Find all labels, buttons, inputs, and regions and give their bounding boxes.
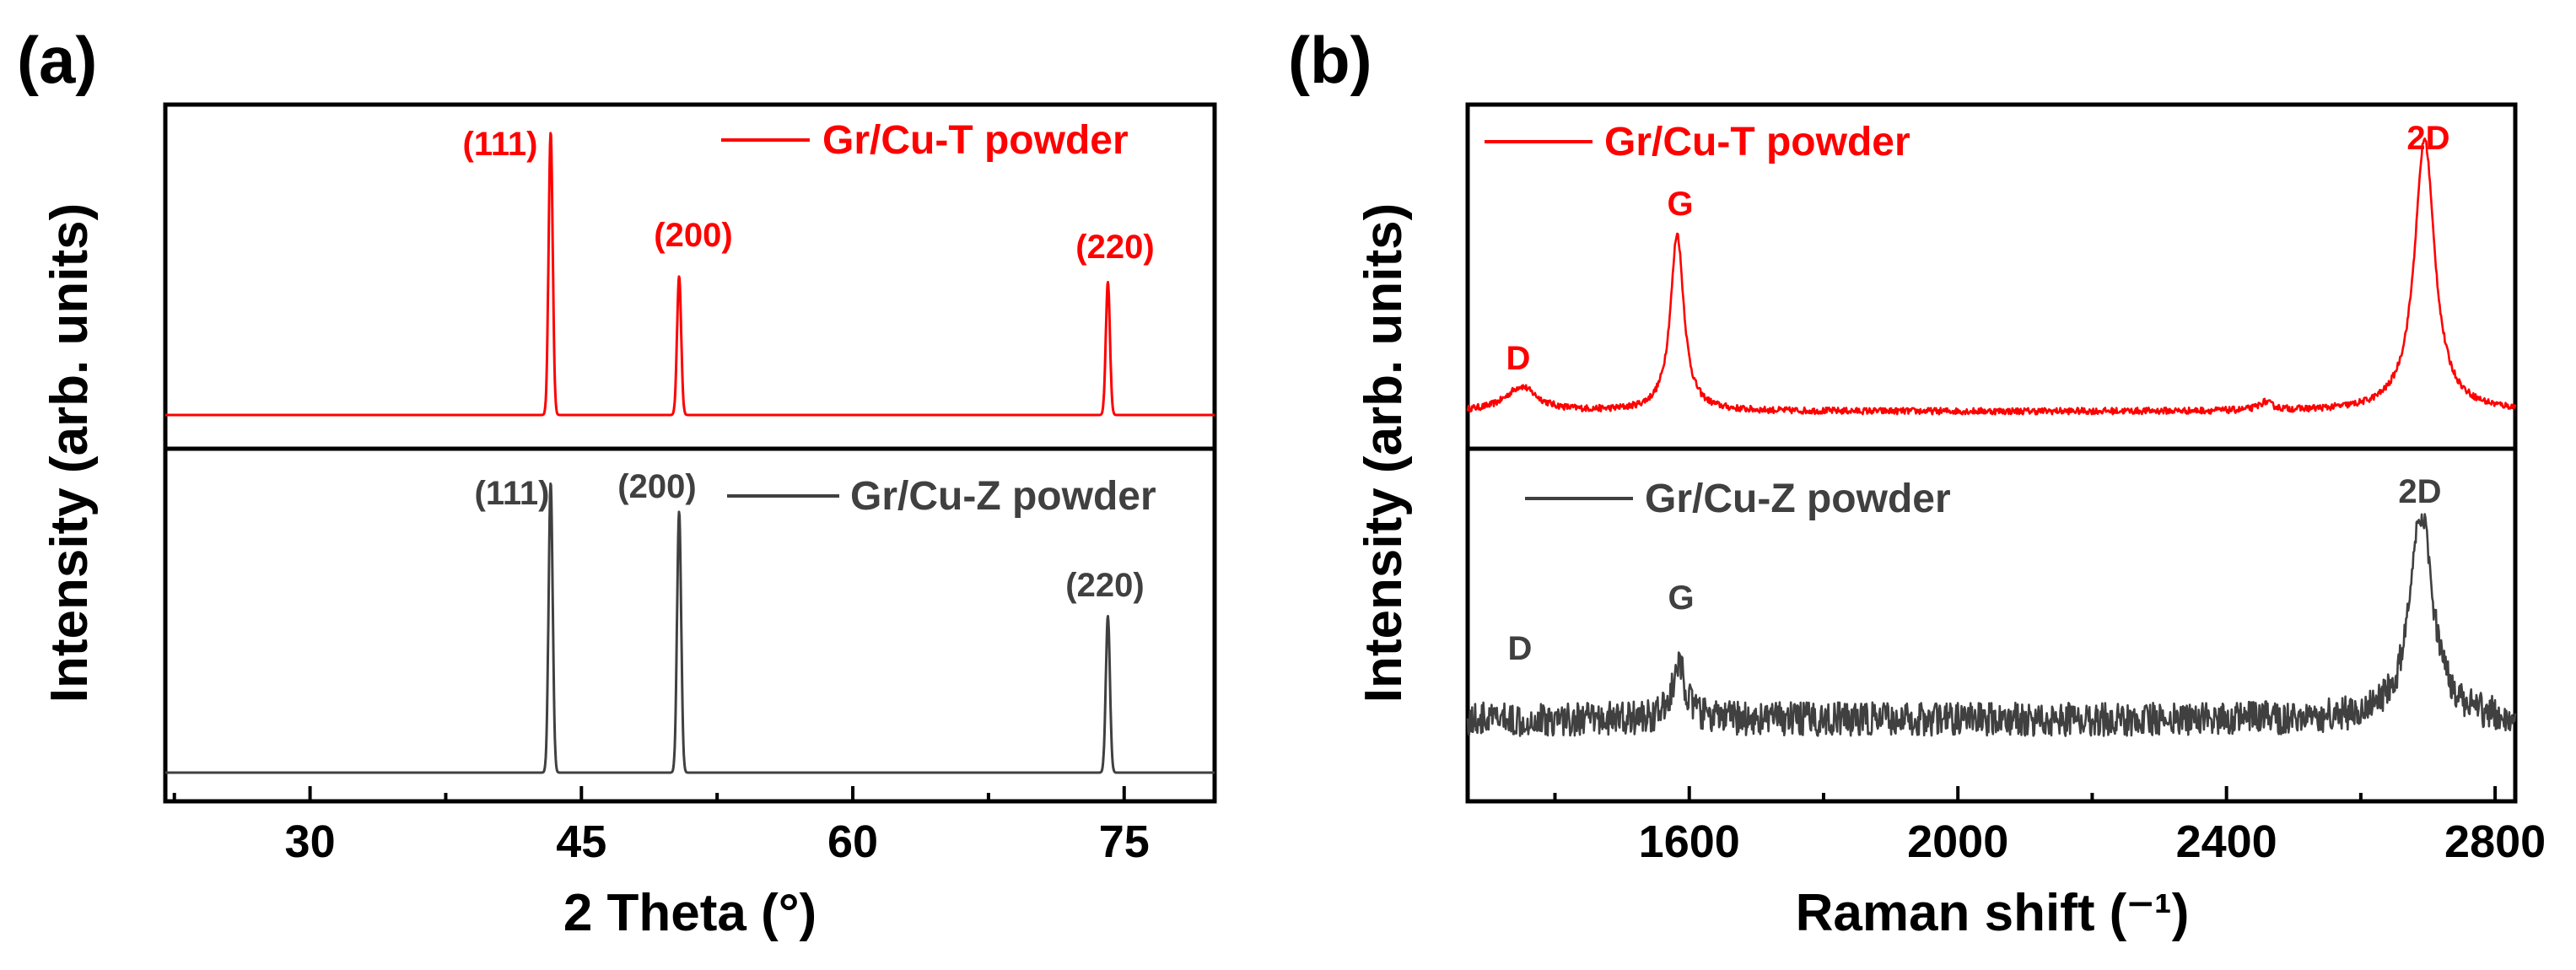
peak-label-a-t-200: (200) bbox=[654, 217, 732, 254]
panel-b-x-tick-label: 2000 bbox=[1907, 816, 2008, 867]
panel-a-legend-z-label: Gr/Cu-Z powder bbox=[850, 474, 1156, 519]
panel-b-series-t-line bbox=[1466, 137, 2517, 416]
peak-label-b-z-g: G bbox=[1668, 579, 1694, 617]
panel-b-x-axis: 1600 2000 2400 2800 bbox=[1553, 786, 2546, 867]
peak-label-a-z-111: (111) bbox=[475, 475, 550, 512]
panel-a: (a) 30 45 60 75 2 Theta (°) Intensity (arb.… bbox=[17, 23, 1217, 942]
panel-a-x-title: 2 Theta (°) bbox=[563, 884, 816, 942]
panel-b-legend-t-label: Gr/Cu-T powder bbox=[1604, 120, 1910, 164]
panel-a-x-axis: 30 45 60 75 bbox=[172, 786, 1150, 867]
panel-a-y-title: Intensity (arb. units) bbox=[40, 203, 99, 703]
panel-b-x-tick-label: 2400 bbox=[2176, 816, 2277, 867]
panel-a-series-z-line bbox=[164, 482, 1215, 774]
peak-label-b-t-2d: 2D bbox=[2406, 120, 2449, 157]
peak-label-b-z-d: D bbox=[1508, 630, 1533, 667]
panel-b-x-tick-label: 2800 bbox=[2444, 816, 2546, 867]
panel-a-x-tick-label: 60 bbox=[827, 816, 878, 867]
panel-a-x-tick-label: 75 bbox=[1099, 816, 1150, 867]
peak-label-a-t-111: (111) bbox=[463, 126, 538, 163]
panel-b-y-title: Intensity (arb. units) bbox=[1355, 203, 1413, 703]
panel-b-x-title: Raman shift (⁻¹) bbox=[1796, 884, 2190, 942]
panel-b-label: (b) bbox=[1288, 23, 1372, 97]
panel-b-frame bbox=[1465, 102, 2518, 804]
panel-a-x-tick-label: 30 bbox=[285, 816, 336, 867]
peak-label-a-z-200: (200) bbox=[617, 468, 696, 505]
panel-a-x-tick-label: 45 bbox=[556, 816, 606, 867]
peak-label-b-t-g: G bbox=[1667, 186, 1693, 223]
peak-label-a-t-220: (220) bbox=[1075, 229, 1154, 266]
panel-b: (b) 1600 2000 2400 2800 Raman shift (⁻¹) In… bbox=[1288, 23, 2546, 942]
peak-label-b-z-2d: 2D bbox=[2398, 473, 2441, 510]
panel-b-x-tick-label: 1600 bbox=[1639, 816, 1740, 867]
peak-label-b-t-d: D bbox=[1506, 340, 1531, 377]
panel-b-legend-z-label: Gr/Cu-Z powder bbox=[1645, 477, 1951, 521]
panel-a-legend-t-label: Gr/Cu-T powder bbox=[822, 118, 1129, 163]
panel-b-series-z-line bbox=[1466, 513, 2517, 737]
panel-a-label: (a) bbox=[17, 23, 97, 97]
panel-a-frame bbox=[163, 102, 1217, 804]
peak-label-a-z-220: (220) bbox=[1065, 567, 1144, 604]
panel-a-series-t-line bbox=[164, 132, 1215, 417]
